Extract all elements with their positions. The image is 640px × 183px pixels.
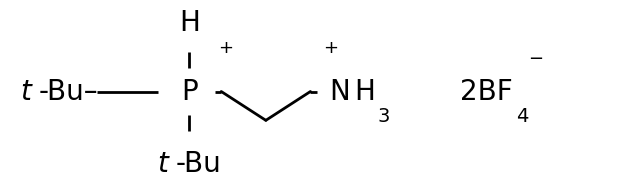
Text: 3: 3	[378, 107, 390, 126]
Text: 4: 4	[516, 107, 529, 126]
Text: t: t	[20, 77, 31, 106]
Text: +: +	[218, 39, 233, 57]
Text: t: t	[157, 150, 168, 178]
Text: P: P	[181, 77, 198, 106]
Text: N: N	[330, 77, 350, 106]
Text: H: H	[354, 77, 374, 106]
Text: +: +	[323, 39, 338, 57]
Text: −: −	[529, 50, 543, 68]
Text: -Bu: -Bu	[175, 150, 221, 178]
Text: 2BF: 2BF	[460, 77, 513, 106]
Text: -Bu–: -Bu–	[38, 77, 98, 106]
Text: H: H	[179, 9, 200, 37]
